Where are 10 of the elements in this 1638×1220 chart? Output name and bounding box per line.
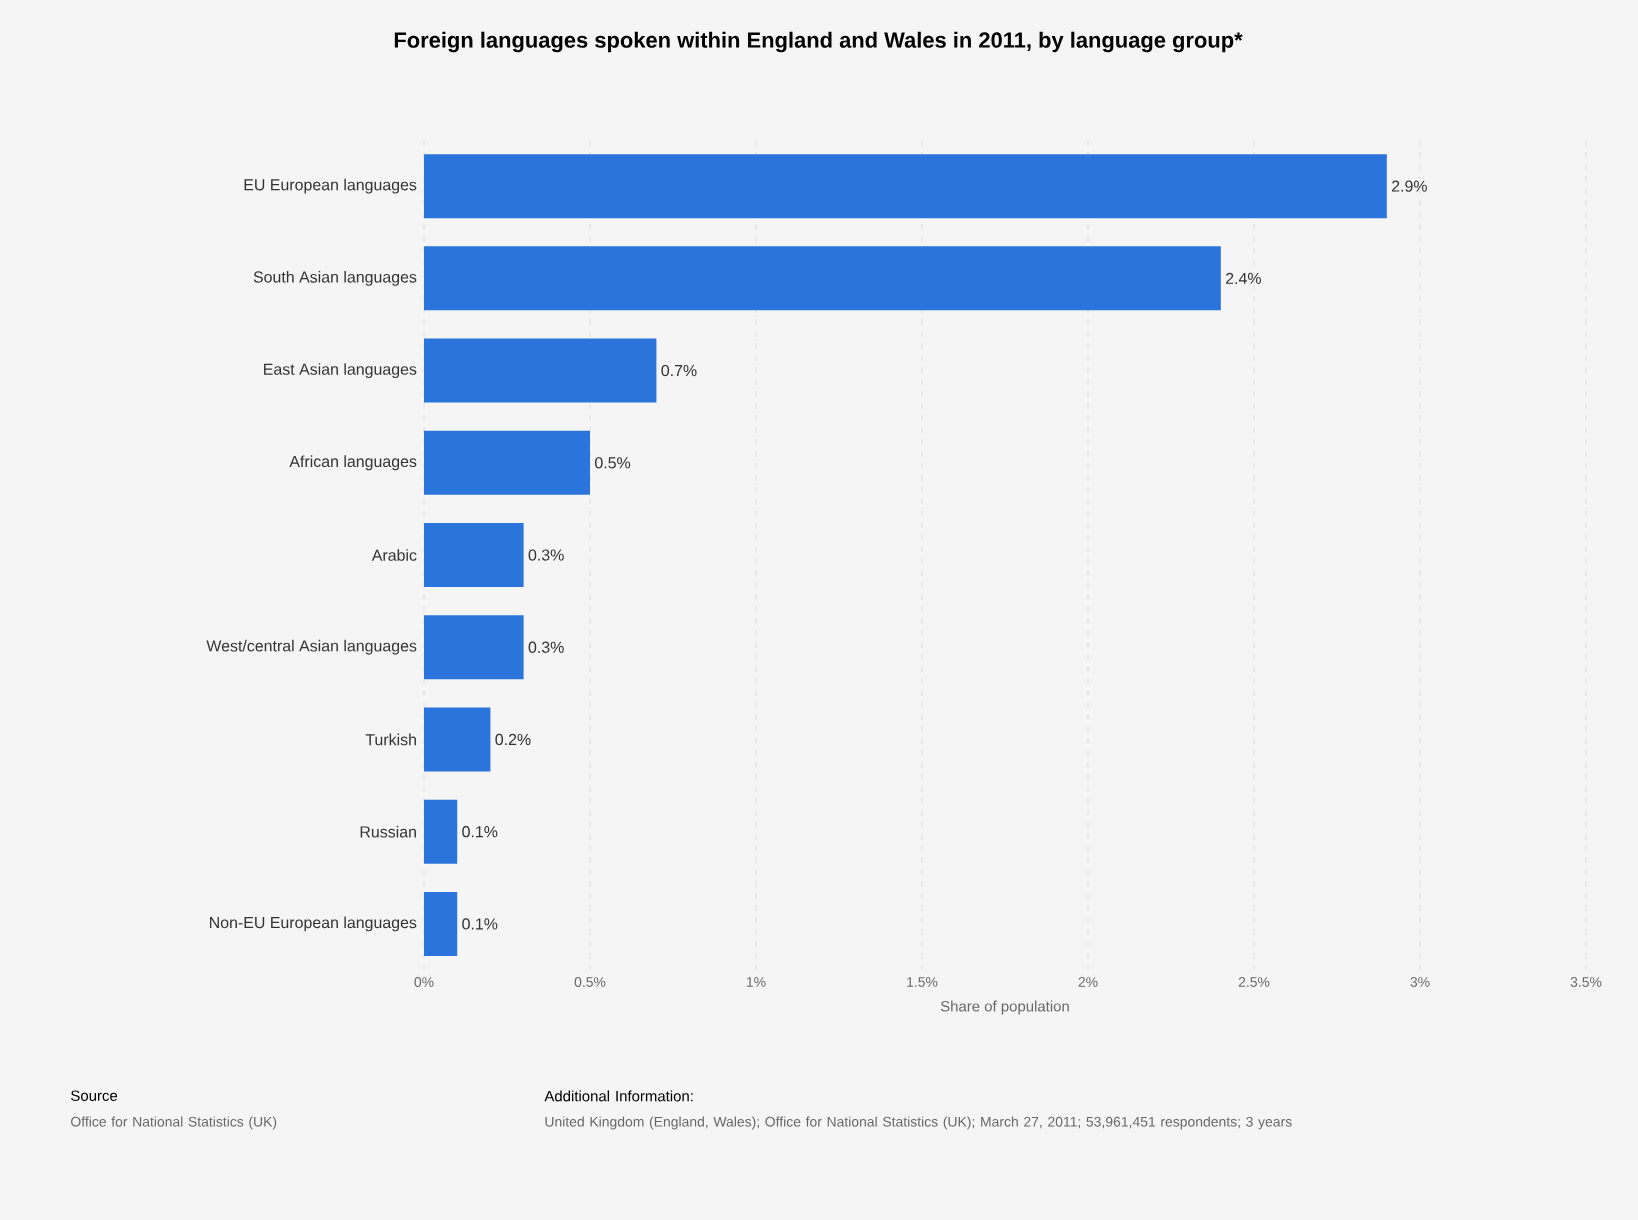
bar xyxy=(424,430,590,495)
bar xyxy=(424,523,524,588)
chart-title: Foreign languages spoken within England and Wales in 2011, by language group* xyxy=(394,31,1243,53)
bar xyxy=(424,154,1387,219)
bar xyxy=(424,338,657,403)
bar xyxy=(424,246,1221,311)
bar xyxy=(424,799,458,864)
bar xyxy=(424,615,524,680)
bar xyxy=(424,891,458,956)
bar xyxy=(424,707,491,772)
